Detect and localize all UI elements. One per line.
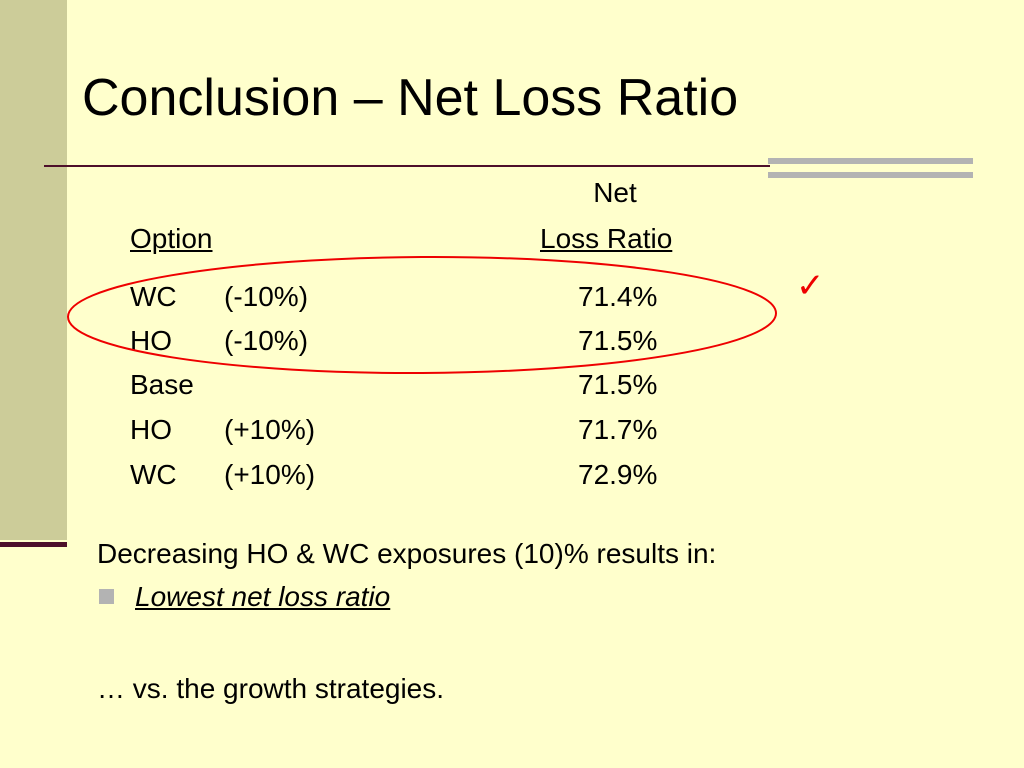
row-ratio: 71.7% (578, 414, 658, 445)
title-divider (44, 165, 770, 167)
row-option: HO (130, 414, 172, 445)
closing-text: … vs. the growth strategies. (97, 673, 445, 704)
row-change: (+10%) (224, 414, 316, 445)
side-bar (0, 0, 67, 540)
summary-text: Decreasing HO & WC exposures (10)% resul… (97, 538, 717, 569)
title-divider-accent-top (768, 158, 973, 164)
row-ratio: 71.5% (578, 369, 658, 400)
row-change: (-10%) (224, 281, 309, 312)
title-divider-accent-bottom (768, 172, 973, 178)
slide-title: Conclusion – Net Loss Ratio (82, 69, 739, 127)
checkmark-icon: ✓ (796, 266, 825, 306)
row-option: Base (130, 369, 194, 400)
row-change: (+10%) (224, 459, 316, 490)
row-ratio: 71.4% (578, 281, 658, 312)
header-loss-ratio: Loss Ratio (540, 223, 673, 254)
row-option: HO (130, 325, 172, 356)
row-change: (-10%) (224, 325, 309, 356)
row-ratio: 71.5% (578, 325, 658, 356)
row-ratio: 72.9% (578, 459, 658, 490)
row-option: WC (130, 281, 177, 312)
bullet-item: Lowest net loss ratio (135, 581, 391, 612)
header-option: Option (130, 223, 213, 254)
side-accent-line (0, 542, 67, 547)
row-option: WC (130, 459, 177, 490)
bullet-square-icon (99, 589, 114, 604)
header-net: Net (593, 177, 637, 208)
